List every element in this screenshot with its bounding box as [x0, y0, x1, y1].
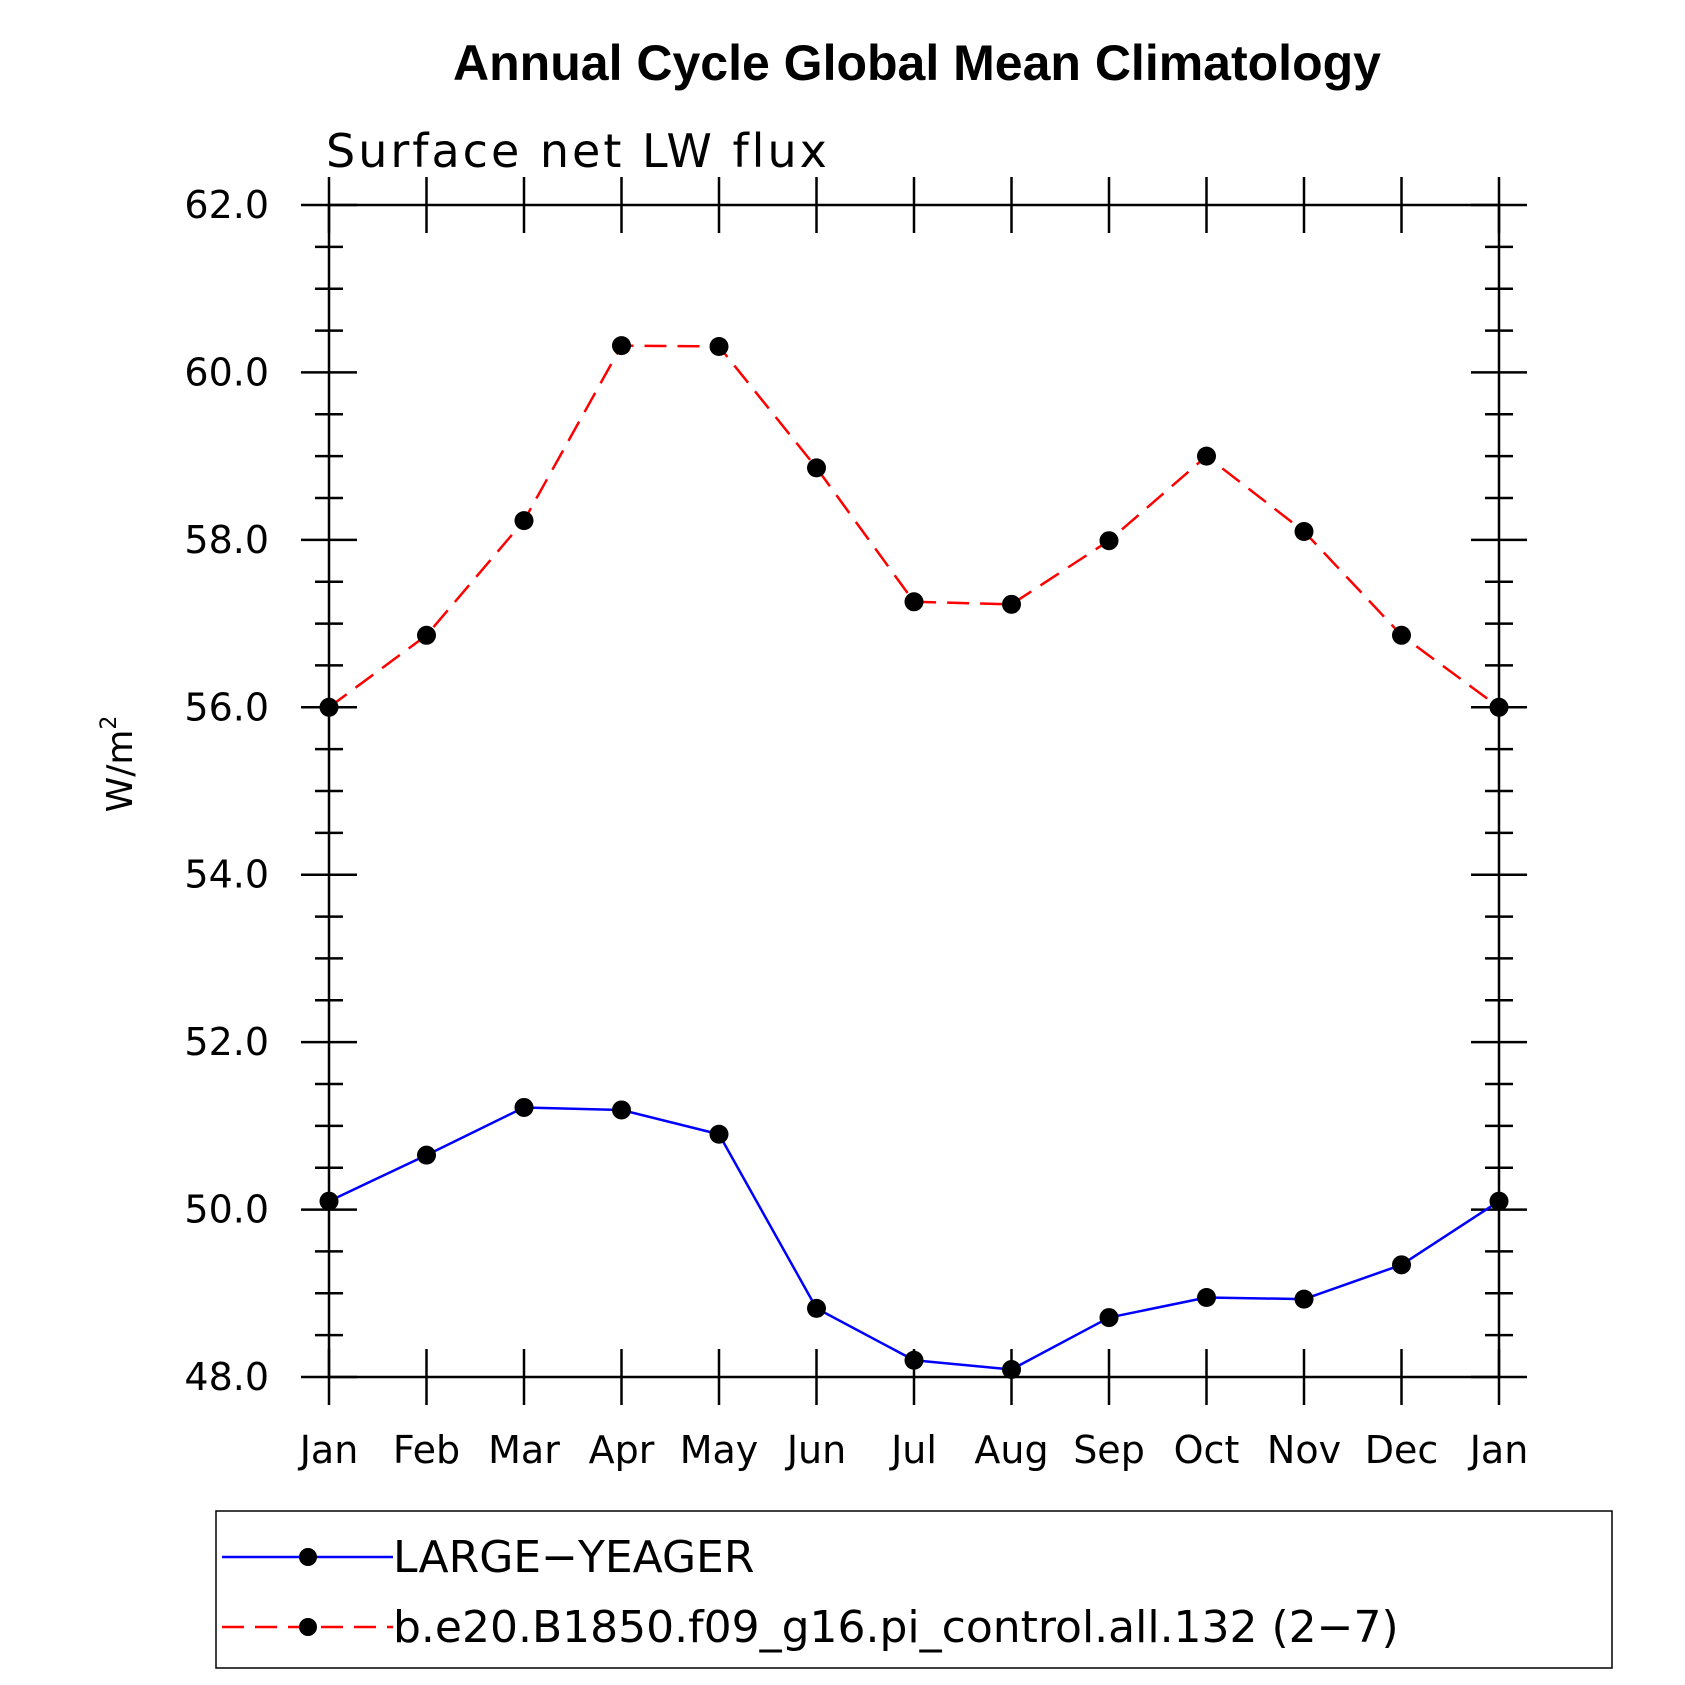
data-point	[904, 592, 924, 612]
y-tick-label: 54.0	[184, 853, 269, 897]
data-point	[904, 1350, 924, 1370]
data-point	[1002, 1359, 1021, 1379]
x-tick-label: Feb	[393, 1428, 460, 1472]
x-tick-label: Jan	[1468, 1428, 1529, 1472]
y-tick-label: 50.0	[184, 1188, 269, 1232]
y-tick-label: 56.0	[184, 685, 269, 729]
x-tick-label: Aug	[974, 1428, 1048, 1472]
data-point	[514, 511, 534, 531]
plot-frame	[327, 203, 1501, 1379]
data-point	[1099, 531, 1119, 551]
legend-label-series-1: LARGE−YEAGER	[393, 1532, 754, 1583]
chart-title: Annual Cycle Global Mean Climatology	[453, 35, 1381, 91]
data-point	[417, 1145, 436, 1165]
x-tick-label: Jan	[298, 1428, 359, 1472]
chart-subtitle: Surface net LW flux	[326, 124, 830, 178]
x-tick-labels: Jan Feb Mar Apr May Jun Jul Aug Sep Oct Nov Dec Jan	[298, 1428, 1529, 1472]
series-layer	[319, 336, 1509, 1379]
x-tick-label: Oct	[1174, 1428, 1240, 1472]
legend: LARGE−YEAGER b.e20.B1850.f09_g16.pi_cont…	[215, 1510, 1613, 1669]
data-point	[1294, 521, 1314, 541]
data-point	[807, 1298, 826, 1318]
data-point	[319, 697, 339, 717]
x-tick-label: Mar	[488, 1428, 560, 1472]
series-line-1	[328, 1106, 1500, 1371]
x-tick-label: Apr	[589, 1428, 655, 1472]
x-tick-label: Jul	[889, 1428, 937, 1472]
data-point	[1294, 1289, 1314, 1309]
series-2	[319, 336, 1509, 717]
legend-box	[215, 1510, 1613, 1669]
data-point	[417, 625, 436, 645]
data-point	[514, 1097, 534, 1117]
x-tick-label: May	[680, 1428, 759, 1472]
data-point	[1392, 625, 1411, 645]
svg-text:W/m2: W/m2	[97, 716, 141, 813]
x-tick-label: Nov	[1267, 1428, 1341, 1472]
data-point	[807, 458, 826, 478]
y-tick-label: 60.0	[184, 350, 269, 394]
data-point	[1197, 1287, 1216, 1307]
data-point	[1392, 1255, 1411, 1275]
series-line-2	[328, 344, 1500, 709]
x-tick-label: Jun	[785, 1428, 846, 1472]
y-axis-label: W/m2	[97, 716, 141, 813]
y-axis-label-text: W/m	[100, 730, 141, 813]
data-point	[709, 336, 729, 356]
series-1	[319, 1097, 1509, 1379]
x-tick-label: Sep	[1073, 1428, 1145, 1472]
y-tick-label: 52.0	[184, 1020, 269, 1064]
y-tick-label: 48.0	[184, 1355, 269, 1399]
data-point	[1197, 446, 1216, 466]
y-tick-label: 58.0	[184, 518, 269, 562]
x-tick-label: Dec	[1365, 1428, 1439, 1472]
data-point	[612, 336, 631, 356]
y-axis-label-superscript: 2	[97, 716, 122, 730]
data-point	[1489, 697, 1509, 717]
legend-label-series-2: b.e20.B1850.f09_g16.pi_control.all.132 (…	[393, 1602, 1399, 1653]
y-tick-label: 62.0	[184, 183, 269, 227]
legend-marker-series-1	[299, 1548, 317, 1566]
data-point	[1002, 594, 1021, 614]
y-tick-labels: 48.0 50.0 52.0 54.0 56.0 58.0 60.0 62.0	[184, 183, 269, 1399]
data-point	[319, 1191, 339, 1211]
legend-marker-series-2	[299, 1618, 317, 1636]
data-point	[709, 1124, 729, 1144]
data-point	[1099, 1308, 1119, 1328]
axis-ticks	[301, 177, 1527, 1405]
data-point	[1489, 1191, 1509, 1211]
data-point	[612, 1100, 631, 1120]
